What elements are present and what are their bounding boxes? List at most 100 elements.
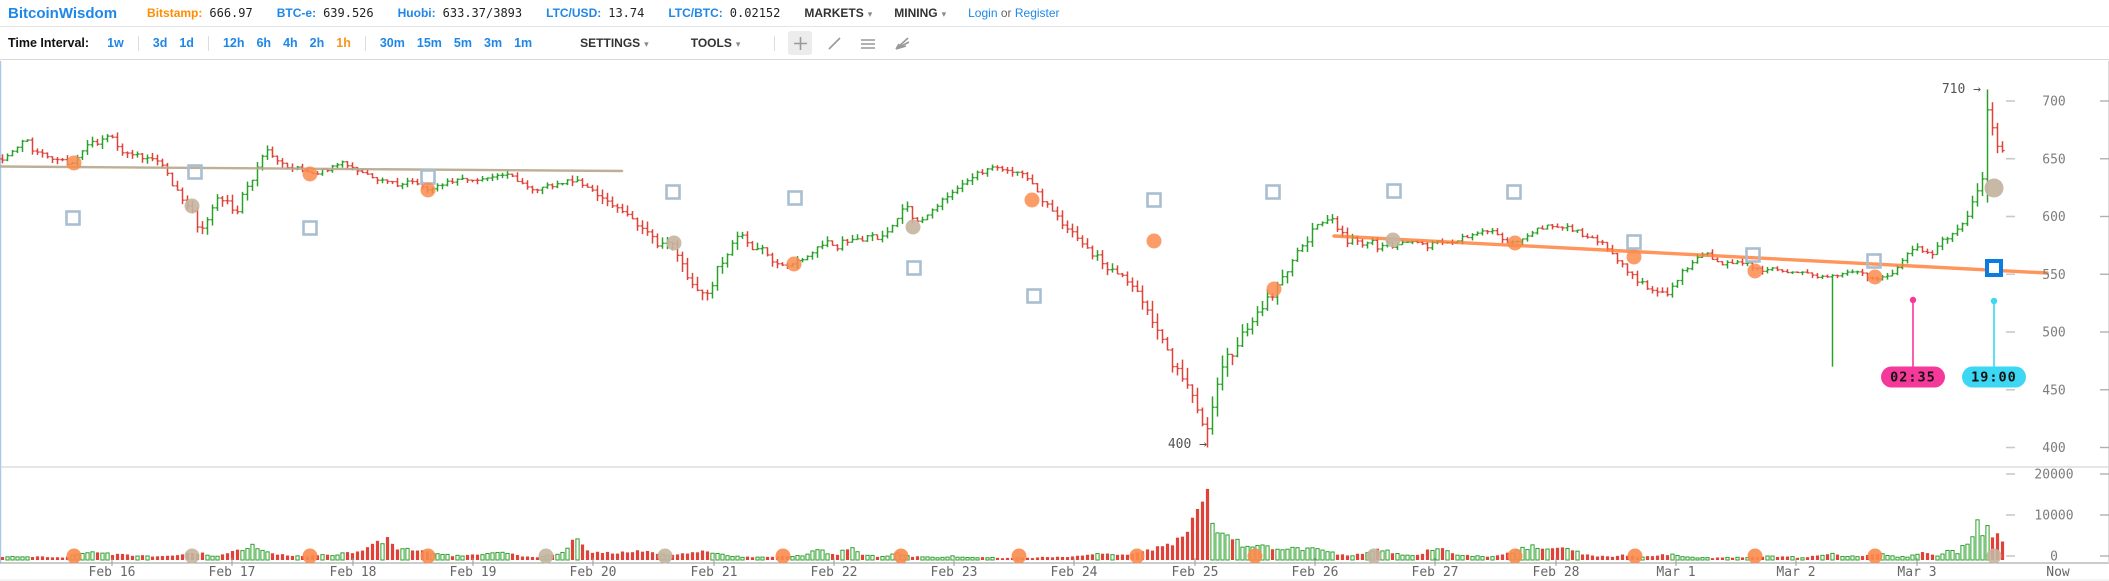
interval-1w[interactable]: 1w bbox=[107, 36, 124, 50]
ticker-value: 666.97 bbox=[209, 6, 253, 20]
interval-2h[interactable]: 2h bbox=[309, 36, 325, 50]
pitchfork-tool-button[interactable] bbox=[890, 31, 914, 55]
svg-text:Feb 20: Feb 20 bbox=[570, 565, 617, 580]
interval-4h[interactable]: 4h bbox=[283, 36, 298, 50]
header-bar: BitcoinWisdom Bitstamp: 666.97 BTC-e: 63… bbox=[0, 0, 2109, 27]
interval-1m[interactable]: 1m bbox=[514, 36, 533, 50]
svg-text:600: 600 bbox=[2042, 210, 2065, 225]
svg-text:02:35: 02:35 bbox=[1890, 370, 1936, 386]
horizontal-lines-icon bbox=[861, 38, 876, 49]
ticker-bitstamp[interactable]: Bitstamp: 666.97 bbox=[147, 6, 253, 20]
svg-text:20000: 20000 bbox=[2034, 468, 2073, 483]
svg-text:650: 650 bbox=[2042, 152, 2065, 167]
svg-text:Feb 22: Feb 22 bbox=[811, 565, 858, 580]
interval-3m[interactable]: 3m bbox=[484, 36, 503, 50]
svg-text:Feb 26: Feb 26 bbox=[1292, 565, 1339, 580]
ticker-huobi[interactable]: Huobi: 633.37/3893 bbox=[398, 6, 522, 20]
app-logo[interactable]: BitcoinWisdom bbox=[8, 4, 118, 22]
orange-trade-markers-group[interactable] bbox=[66, 155, 1883, 297]
annotation-low-400: 400 → bbox=[1168, 437, 1207, 452]
interval-6h[interactable]: 6h bbox=[256, 36, 272, 50]
ticker-value: 0.02152 bbox=[729, 6, 781, 20]
chart-toolbar: Time Interval: 1w 3d 1d 12h 6h 4h 2h 1h … bbox=[0, 27, 2109, 60]
markets-menu-label: MARKETS bbox=[804, 6, 864, 20]
chevron-down-icon: ▾ bbox=[867, 9, 873, 19]
svg-text:Feb 19: Feb 19 bbox=[450, 565, 497, 580]
svg-text:Feb 27: Feb 27 bbox=[1412, 565, 1459, 580]
toolbar-separator bbox=[364, 35, 366, 51]
auth-or-text: or bbox=[1000, 6, 1012, 20]
volume-axis: 20000 10000 0 bbox=[2006, 468, 2109, 565]
login-link[interactable]: Login bbox=[968, 6, 998, 20]
svg-text:450: 450 bbox=[2042, 383, 2065, 398]
svg-text:19:00: 19:00 bbox=[1971, 370, 2017, 386]
svg-text:700: 700 bbox=[2042, 95, 2065, 110]
tools-menu[interactable]: TOOLS ▾ bbox=[691, 36, 741, 50]
svg-text:Feb 25: Feb 25 bbox=[1172, 565, 1219, 580]
interval-1h-active[interactable]: 1h bbox=[336, 36, 351, 50]
register-link[interactable]: Register bbox=[1014, 6, 1060, 20]
interval-3d[interactable]: 3d bbox=[152, 36, 168, 50]
interval-12h[interactable]: 12h bbox=[222, 36, 245, 50]
alert-badge-02-35[interactable]: 02:35 bbox=[1881, 296, 1945, 388]
alert-badge-19-00[interactable]: 19:00 bbox=[1962, 297, 2026, 388]
interval-5m[interactable]: 5m bbox=[453, 36, 472, 50]
descending-trendline[interactable] bbox=[1332, 234, 2049, 275]
svg-text:Feb 28: Feb 28 bbox=[1533, 565, 1580, 580]
volume-session-markers-group bbox=[66, 548, 2002, 564]
settings-menu[interactable]: SETTINGS ▾ bbox=[580, 36, 649, 50]
chevron-down-icon: ▾ bbox=[735, 39, 741, 49]
time-interval-label: Time Interval: bbox=[8, 36, 90, 50]
ticker-label: BTC-e: bbox=[276, 6, 317, 20]
ticker-label: LTC/BTC: bbox=[668, 6, 723, 20]
ticker-label: Bitstamp: bbox=[147, 6, 203, 20]
svg-text:Feb 18: Feb 18 bbox=[330, 565, 377, 580]
selected-signal-square[interactable] bbox=[1985, 259, 2003, 277]
svg-text:Feb 24: Feb 24 bbox=[1051, 565, 1098, 580]
volume-bars-group bbox=[0, 488, 2005, 561]
mining-menu[interactable]: MINING ▾ bbox=[894, 6, 946, 20]
tools-menu-label: TOOLS bbox=[690, 36, 732, 50]
horizontal-line-tool-button[interactable] bbox=[856, 31, 880, 55]
date-axis: Feb 16 Feb 17 Feb 18 Feb 19 Feb 20 Feb 21 Feb … bbox=[89, 558, 2070, 580]
candles-group bbox=[0, 89, 2005, 448]
svg-text:Mar 2: Mar 2 bbox=[1776, 565, 1815, 580]
annotation-high-710: 710 → bbox=[1942, 82, 1981, 97]
big-tan-marker[interactable] bbox=[1984, 178, 2004, 198]
mining-menu-label: MINING bbox=[894, 6, 938, 20]
ticker-ltcusd[interactable]: LTC/USD: 13.74 bbox=[546, 6, 644, 20]
ticker-btce[interactable]: BTC-e: 639.526 bbox=[277, 6, 374, 20]
svg-text:Feb 23: Feb 23 bbox=[931, 565, 978, 580]
interval-1d[interactable]: 1d bbox=[179, 36, 194, 50]
svg-text:Mar 1: Mar 1 bbox=[1656, 565, 1695, 580]
chevron-down-icon: ▾ bbox=[644, 39, 649, 49]
auth-links: Login or Register bbox=[968, 6, 1059, 20]
chevron-down-icon: ▾ bbox=[941, 9, 947, 19]
settings-menu-label: SETTINGS bbox=[580, 36, 641, 50]
chart-frame bbox=[0, 61, 2109, 581]
drawing-tools bbox=[766, 31, 919, 55]
trendline-tool-button[interactable] bbox=[822, 31, 846, 55]
ticker-ltcbtc[interactable]: LTC/BTC: 0.02152 bbox=[668, 6, 780, 20]
signal-squares-group[interactable] bbox=[65, 164, 1882, 304]
svg-text:400 →: 400 → bbox=[1168, 437, 1207, 452]
trendline-icon bbox=[828, 36, 841, 50]
interval-30m[interactable]: 30m bbox=[379, 36, 405, 50]
ticker-value: 633.37/3893 bbox=[442, 6, 523, 20]
tan-trade-markers-group[interactable] bbox=[184, 198, 1401, 251]
interval-15m[interactable]: 15m bbox=[416, 36, 442, 50]
svg-text:Feb 21: Feb 21 bbox=[691, 565, 738, 580]
svg-text:500: 500 bbox=[2042, 326, 2065, 341]
svg-text:Feb 16: Feb 16 bbox=[89, 565, 136, 580]
ticker-value: 13.74 bbox=[608, 6, 645, 20]
svg-text:0: 0 bbox=[2050, 550, 2058, 565]
ticker-label: LTC/USD: bbox=[546, 6, 602, 20]
svg-text:710 →: 710 → bbox=[1942, 82, 1981, 97]
svg-text:Mar 3: Mar 3 bbox=[1897, 565, 1936, 580]
svg-text:Now: Now bbox=[2046, 565, 2070, 580]
crosshair-tool-button[interactable] bbox=[788, 31, 813, 55]
markets-menu[interactable]: MARKETS ▾ bbox=[804, 6, 872, 20]
ticker-label: Huobi: bbox=[397, 6, 436, 20]
